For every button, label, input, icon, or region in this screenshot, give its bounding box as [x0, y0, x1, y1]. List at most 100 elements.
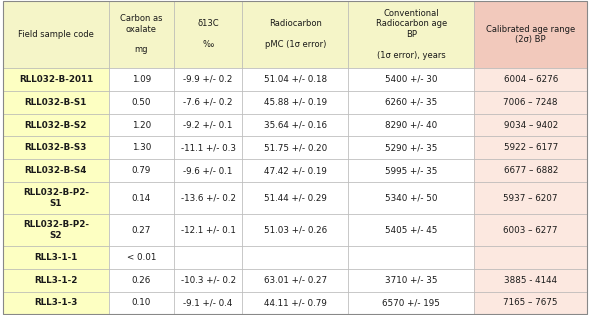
Bar [174, 91, 242, 114]
Bar [474, 246, 587, 269]
Text: 5922 – 6177: 5922 – 6177 [504, 143, 558, 152]
Bar [109, 246, 174, 269]
Bar [3, 246, 109, 269]
Text: 0.50: 0.50 [132, 98, 151, 107]
Bar [474, 214, 587, 246]
Bar [474, 68, 587, 91]
Text: Radiocarbon

pMC (1σ error): Radiocarbon pMC (1σ error) [265, 20, 326, 49]
Text: -9.2 +/- 0.1: -9.2 +/- 0.1 [183, 121, 233, 129]
Bar [474, 114, 587, 136]
Bar [174, 292, 242, 314]
Text: < 0.01: < 0.01 [127, 253, 156, 262]
Text: 6677 – 6882: 6677 – 6882 [503, 166, 558, 175]
Text: 0.10: 0.10 [132, 299, 151, 307]
Text: 6004 – 6276: 6004 – 6276 [504, 75, 558, 84]
Text: 51.44 +/- 0.29: 51.44 +/- 0.29 [264, 193, 327, 203]
Text: RLL032-B-P2-
S1: RLL032-B-P2- S1 [23, 188, 89, 208]
Bar [348, 1, 474, 68]
Text: 51.03 +/- 0.26: 51.03 +/- 0.26 [264, 226, 327, 234]
Bar [3, 114, 109, 136]
Text: 0.27: 0.27 [132, 226, 151, 234]
Bar [174, 1, 242, 68]
Bar [474, 182, 587, 214]
Text: -11.1 +/- 0.3: -11.1 +/- 0.3 [181, 143, 235, 152]
Bar [3, 159, 109, 182]
Text: 8290 +/- 40: 8290 +/- 40 [385, 121, 437, 129]
Text: 6260 +/- 35: 6260 +/- 35 [385, 98, 437, 107]
Bar [174, 159, 242, 182]
Bar [174, 246, 242, 269]
Bar [474, 159, 587, 182]
Bar [348, 214, 474, 246]
Bar [174, 114, 242, 136]
Text: RLL3-1-2: RLL3-1-2 [34, 276, 78, 285]
Text: 63.01 +/- 0.27: 63.01 +/- 0.27 [264, 276, 327, 285]
Text: 5937 – 6207: 5937 – 6207 [503, 193, 558, 203]
Text: RLL032-B-S2: RLL032-B-S2 [25, 121, 87, 129]
Bar [109, 91, 174, 114]
Bar [109, 136, 174, 159]
Bar [348, 68, 474, 91]
Text: 7165 – 7675: 7165 – 7675 [503, 299, 558, 307]
Bar [174, 269, 242, 292]
Bar [348, 136, 474, 159]
Bar [109, 269, 174, 292]
Text: RLL032-B-S1: RLL032-B-S1 [25, 98, 87, 107]
Bar [242, 136, 348, 159]
Bar [109, 214, 174, 246]
Bar [348, 159, 474, 182]
Bar [109, 292, 174, 314]
Bar [3, 1, 109, 68]
Text: -9.1 +/- 0.4: -9.1 +/- 0.4 [183, 299, 233, 307]
Bar [474, 269, 587, 292]
Bar [242, 68, 348, 91]
Text: δ13C

‰: δ13C ‰ [197, 20, 219, 49]
Bar [242, 182, 348, 214]
Bar [242, 214, 348, 246]
Text: 9034 – 9402: 9034 – 9402 [504, 121, 558, 129]
Bar [109, 159, 174, 182]
Text: 1.20: 1.20 [132, 121, 151, 129]
Bar [242, 114, 348, 136]
Bar [109, 114, 174, 136]
Bar [474, 1, 587, 68]
Bar [242, 91, 348, 114]
Text: RLL032-B-S4: RLL032-B-S4 [25, 166, 87, 175]
Text: 5400 +/- 30: 5400 +/- 30 [385, 75, 438, 84]
Bar [474, 136, 587, 159]
Text: 1.09: 1.09 [132, 75, 151, 84]
Bar [242, 246, 348, 269]
Bar [242, 159, 348, 182]
Text: RLL3-1-3: RLL3-1-3 [34, 299, 78, 307]
Text: 7006 – 7248: 7006 – 7248 [503, 98, 558, 107]
Text: 47.42 +/- 0.19: 47.42 +/- 0.19 [264, 166, 327, 175]
Bar [474, 292, 587, 314]
Text: -9.6 +/- 0.1: -9.6 +/- 0.1 [183, 166, 233, 175]
Bar [3, 68, 109, 91]
Text: 0.79: 0.79 [132, 166, 151, 175]
Text: -10.3 +/- 0.2: -10.3 +/- 0.2 [181, 276, 236, 285]
Bar [348, 246, 474, 269]
Bar [3, 214, 109, 246]
Text: 45.88 +/- 0.19: 45.88 +/- 0.19 [264, 98, 327, 107]
Text: 35.64 +/- 0.16: 35.64 +/- 0.16 [264, 121, 327, 129]
Bar [3, 292, 109, 314]
Bar [174, 182, 242, 214]
Bar [348, 292, 474, 314]
Text: Calibrated age range
(2σ) BP: Calibrated age range (2σ) BP [486, 25, 575, 44]
Text: -9.9 +/- 0.2: -9.9 +/- 0.2 [183, 75, 233, 84]
Text: -13.6 +/- 0.2: -13.6 +/- 0.2 [181, 193, 235, 203]
Text: 3710 +/- 35: 3710 +/- 35 [385, 276, 438, 285]
Bar [348, 182, 474, 214]
Text: 5340 +/- 50: 5340 +/- 50 [385, 193, 438, 203]
Text: 0.14: 0.14 [132, 193, 151, 203]
Text: RLL032-B-P2-
S2: RLL032-B-P2- S2 [23, 220, 89, 240]
Text: RLL3-1-1: RLL3-1-1 [34, 253, 78, 262]
Text: 6570 +/- 195: 6570 +/- 195 [382, 299, 440, 307]
Text: RLL032-B-S3: RLL032-B-S3 [25, 143, 87, 152]
Text: 3885 - 4144: 3885 - 4144 [504, 276, 558, 285]
Bar [174, 214, 242, 246]
Bar [3, 269, 109, 292]
Text: 44.11 +/- 0.79: 44.11 +/- 0.79 [264, 299, 327, 307]
Text: Carbon as
oxalate

mg: Carbon as oxalate mg [120, 14, 163, 54]
